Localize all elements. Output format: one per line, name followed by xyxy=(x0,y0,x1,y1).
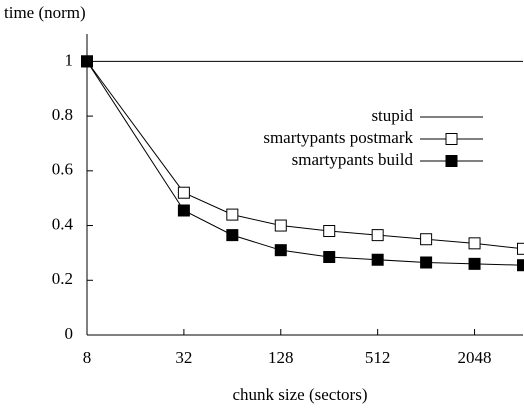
marker xyxy=(517,242,524,255)
marker xyxy=(226,208,239,221)
y-tick-label: 0 xyxy=(65,324,74,343)
marker xyxy=(517,259,524,272)
x-axis-label: chunk size (sectors) xyxy=(232,385,367,404)
y-axis-label: time (norm) xyxy=(4,3,86,22)
marker xyxy=(323,251,336,264)
y-tick-label: 0.6 xyxy=(52,160,73,179)
marker xyxy=(420,256,433,269)
marker xyxy=(177,204,190,217)
legend-marker xyxy=(445,155,458,167)
y-tick-label: 0.4 xyxy=(52,214,74,233)
marker xyxy=(371,229,384,242)
marker xyxy=(468,257,481,270)
x-tick-label: 32 xyxy=(175,348,192,367)
x-tick-label: 128 xyxy=(268,348,294,367)
marker xyxy=(226,229,239,242)
y-tick-label: 0.2 xyxy=(52,269,73,288)
marker xyxy=(177,186,190,199)
marker xyxy=(81,55,93,68)
x-tick-label: 8 xyxy=(83,348,92,367)
x-tick-label: 512 xyxy=(365,348,391,367)
x-tick-label: 2048 xyxy=(458,348,492,367)
legend-marker xyxy=(445,133,458,145)
marker xyxy=(323,225,336,238)
legend-label: smartypants postmark xyxy=(263,128,413,147)
legend-label: smartypants build xyxy=(292,150,414,169)
legend-label: stupid xyxy=(371,106,413,125)
marker xyxy=(468,237,481,250)
marker xyxy=(420,233,433,246)
marker xyxy=(274,219,287,232)
y-tick-label: 1 xyxy=(65,50,74,69)
y-tick-label: 0.8 xyxy=(52,105,73,124)
marker xyxy=(371,253,384,266)
marker xyxy=(274,244,287,257)
